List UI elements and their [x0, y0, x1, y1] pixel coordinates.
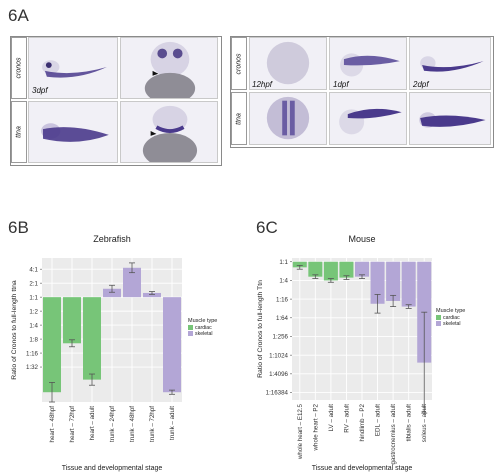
x-tick-label: trunk – 48hpf	[129, 406, 136, 442]
x-tick-label: whole heart – P2	[312, 403, 319, 451]
x-tick-label: gastrocnemius – adult	[390, 404, 397, 465]
bar	[83, 297, 101, 380]
y-axis-label: Ratio of Cronos to full-length ttna	[11, 280, 18, 380]
x-tick-label: LV – adult	[328, 404, 335, 432]
embryo-image-cronos-1dpf	[329, 37, 407, 90]
y-tick-label: 1:16	[26, 350, 39, 357]
y-tick-label: 1:32	[26, 364, 39, 371]
zebrafish-chart: 4:1 2:1 1:1 1:2 1:4 1:8 1:16 1:32 heart – 48hpf h…	[11, 234, 217, 472]
row-label-cronos-right: cronos	[231, 37, 247, 90]
y-tick-label: 1:4	[29, 322, 38, 329]
stage-label-12hpf: 12hpf	[252, 80, 273, 89]
embryo-image-cronos-ventral	[120, 37, 218, 99]
bar	[292, 261, 307, 268]
bar	[308, 261, 323, 277]
legend-swatch	[436, 315, 441, 320]
bar	[386, 261, 401, 301]
legend-swatch	[188, 331, 193, 336]
y-tick-label: 1:1	[279, 259, 288, 266]
legend-swatch	[436, 321, 441, 326]
bar	[339, 261, 354, 278]
y-tick-label: 1:2	[29, 308, 38, 315]
embryo-image-ttna-1dpf	[329, 92, 407, 145]
bar	[323, 261, 338, 281]
mouse-chart: 1:1 1:4 1:16 1:64 1:256 1:1024 1:4096 1:16384 wh…	[257, 234, 465, 472]
y-tick-label: 1:256	[273, 334, 289, 341]
row-label-text: ttna	[235, 112, 243, 125]
x-tick-label: heart – adult	[89, 406, 96, 441]
bar	[163, 297, 181, 393]
panel-label-6c: 6C	[256, 218, 278, 237]
chart-title: Mouse	[348, 234, 375, 244]
row-label-ttna-left: ttna	[11, 101, 27, 163]
x-tick-label: trunk – 72hpf	[149, 406, 156, 442]
bar	[63, 297, 81, 344]
chart-title: Zebrafish	[93, 234, 131, 244]
y-tick-label: 4:1	[29, 266, 38, 273]
y-tick-label: 2:1	[29, 280, 38, 287]
bar	[143, 292, 161, 298]
y-tick-label: 1:1024	[269, 352, 288, 359]
y-tick-label: 1:4096	[269, 371, 288, 378]
legend-swatch	[188, 325, 193, 330]
legend-entry: skeletal	[195, 331, 213, 337]
stage-label-2dpf: 2dpf	[413, 80, 429, 89]
embryo-image-ttna-12hpf	[249, 92, 327, 145]
x-tick-label: RV – adult	[343, 404, 350, 433]
x-axis-label: Tissue and developmental stage	[312, 465, 413, 472]
y-tick-label: 1:16384	[266, 390, 289, 397]
embryo-image-cronos-lateral	[28, 37, 118, 99]
bar	[401, 261, 416, 307]
y-tick-label: 1:64	[276, 315, 289, 322]
bar	[123, 267, 141, 298]
legend-entry: skeletal	[443, 321, 461, 327]
embryo-image-cronos-12hpf	[249, 37, 327, 90]
y-axis-label: Ratio of Cronos to full-length Ttn	[257, 280, 264, 378]
legend-title: Muscle type	[188, 318, 217, 324]
panel-label-6b: 6B	[8, 218, 29, 237]
panel-label-6a: 6A	[8, 6, 29, 25]
x-tick-label: whole heart – E12.5	[297, 403, 304, 460]
bar	[370, 261, 385, 304]
legend-title: Muscle type	[436, 308, 465, 314]
row-label-text: cronos	[15, 57, 23, 79]
bar	[355, 261, 369, 277]
x-tick-label: trunk – 24hpf	[109, 406, 116, 442]
x-tick-label: soleus – adult	[421, 404, 428, 442]
bar	[43, 297, 61, 393]
row-label-ttna-right: ttna	[231, 92, 247, 145]
row-label-cronos-left: cronos	[11, 37, 27, 99]
x-axis-label: Tissue and developmental stage	[62, 465, 163, 472]
x-tick-label: trunk – adult	[169, 406, 176, 440]
bar	[103, 288, 121, 298]
y-tick-label: 1:1	[29, 294, 38, 301]
y-tick-label: 1:16	[276, 296, 289, 303]
stage-label-3dpf: 3dpf	[32, 86, 48, 95]
y-tick-label: 1:4	[279, 278, 288, 285]
legend-entry: cardiac	[195, 325, 212, 331]
x-tick-label: EDL – adult	[375, 404, 382, 436]
row-label-text: ttna	[15, 126, 23, 138]
x-tick-label: heart – 72hpf	[69, 406, 76, 443]
embryo-image-cronos-2dpf	[409, 37, 491, 90]
row-label-text: cronos	[235, 52, 243, 75]
x-tick-label: tibialis – adult	[406, 404, 413, 442]
embryo-image-ttna-2dpf	[409, 92, 491, 145]
stage-label-1dpf: 1dpf	[333, 80, 349, 89]
legend-entry: cardiac	[443, 315, 460, 321]
embryo-image-ttna-ventral	[120, 101, 218, 163]
embryo-image-ttna-lateral	[28, 101, 118, 163]
y-tick-label: 1:8	[29, 336, 38, 343]
x-tick-label: hindlimb – P2	[359, 403, 366, 441]
x-tick-label: heart – 48hpf	[49, 406, 56, 443]
